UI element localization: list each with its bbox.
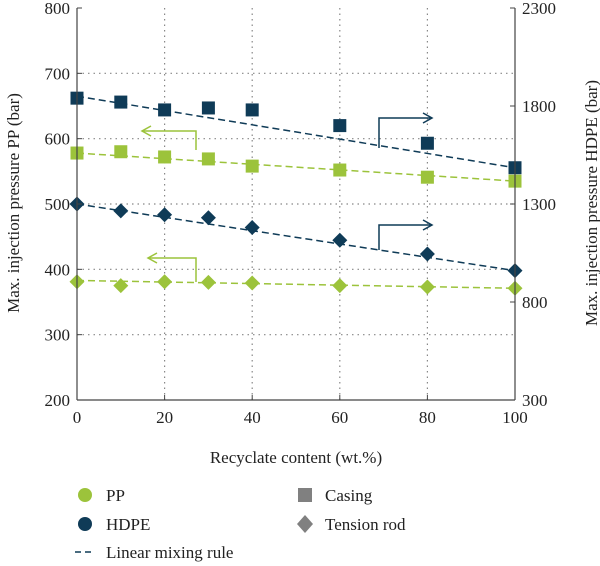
legend: PP HDPE Linear mixing rule Casing Tensio… [75,486,406,562]
y-left-tick-label: 200 [45,391,71,410]
y-left-tick-label: 300 [45,326,71,345]
point-pp-tension-rod [200,274,216,290]
axes [76,7,516,401]
legend-tension-rod-symbol [297,515,313,533]
fit-lines [76,95,516,290]
pp-casing-axis-arrow-head [140,125,152,137]
x-tick-label: 60 [331,408,348,427]
point-hdpe-casing [114,95,128,109]
point-pp-tension-rod [244,275,260,291]
y-right-tick-label: 1800 [522,97,556,116]
mixing-rule-line-hdpe-casing [76,95,516,169]
point-pp-casing [245,159,259,173]
point-pp-casing [333,163,347,177]
x-tick-label: 80 [419,408,436,427]
mixing-rule-line-pp-tension-rod [76,279,516,290]
hdpe-casing-axis-arrow [378,117,432,148]
point-pp-tension-rod [419,279,435,295]
legend-hdpe-symbol [78,517,92,531]
point-pp-tension-rod [113,278,129,294]
y-left-tick-label: 800 [45,0,71,18]
point-hdpe-tension-rod [113,203,129,219]
point-hdpe-tension-rod [419,246,435,262]
hdpe-tension-rod-axis-arrow [378,224,432,250]
x-tick-label: 20 [156,408,173,427]
y-right-tick-label: 1300 [522,195,556,214]
x-axis-label: Recyclate content (wt.%) [210,448,382,467]
point-pp-casing [201,152,215,166]
y-right-axis-label: Max. injection pressure HDPE (bar) [582,80,600,326]
pp-tension-rod-axis-arrow-head [146,252,158,264]
legend-hdpe-label: HDPE [106,515,150,534]
legend-pp-symbol [78,488,92,502]
point-hdpe-casing [333,119,347,133]
x-tick-label: 0 [73,408,82,427]
legend-casing-symbol [298,488,312,502]
y-left-tick-label: 600 [45,130,71,149]
point-hdpe-tension-rod [200,210,216,226]
point-pp-casing [420,170,434,184]
point-hdpe-casing [201,101,215,115]
y-right-tick-label: 300 [522,391,548,410]
x-tick-label: 40 [244,408,261,427]
y-left-axis-label: Max. injection pressure PP (bar) [4,93,23,313]
hdpe-tension-rod-axis-arrow-head [422,219,434,231]
legend-casing-label: Casing [325,486,373,505]
point-pp-casing [158,150,172,164]
point-hdpe-casing [245,103,259,117]
pp-casing-axis-arrow [142,130,197,150]
pp-tension-rod-axis-arrow [148,257,197,282]
legend-pp-label: PP [106,486,125,505]
y-right-tick-label: 2300 [522,0,556,18]
grid-lines [77,8,515,400]
legend-tension-rod-label: Tension rod [325,515,406,534]
mixing-rule-line-pp-casing [76,152,516,182]
point-hdpe-casing [158,103,172,117]
point-pp-tension-rod [157,274,173,290]
data-points [69,91,523,296]
mixing-rule-line-hdpe-tension-rod [76,203,516,272]
y-left-tick-label: 400 [45,260,71,279]
point-pp-casing [114,145,128,159]
legend-mixing-rule-label: Linear mixing rule [106,543,233,562]
point-hdpe-tension-rod [157,207,173,223]
point-hdpe-tension-rod [332,232,348,248]
y-left-tick-label: 700 [45,64,71,83]
x-tick-label: 100 [502,408,528,427]
point-pp-tension-rod [332,278,348,294]
y-left-tick-label: 500 [45,195,71,214]
axis-arrows [140,112,434,282]
y-right-tick-label: 800 [522,293,548,312]
point-hdpe-tension-rod [244,220,260,236]
hdpe-casing-axis-arrow-head [422,112,434,124]
tick-labels: 0 20 40 60 80 100 200 300 400 500 600 700 800 300 800 1… [45,0,557,427]
point-hdpe-casing [420,136,434,150]
